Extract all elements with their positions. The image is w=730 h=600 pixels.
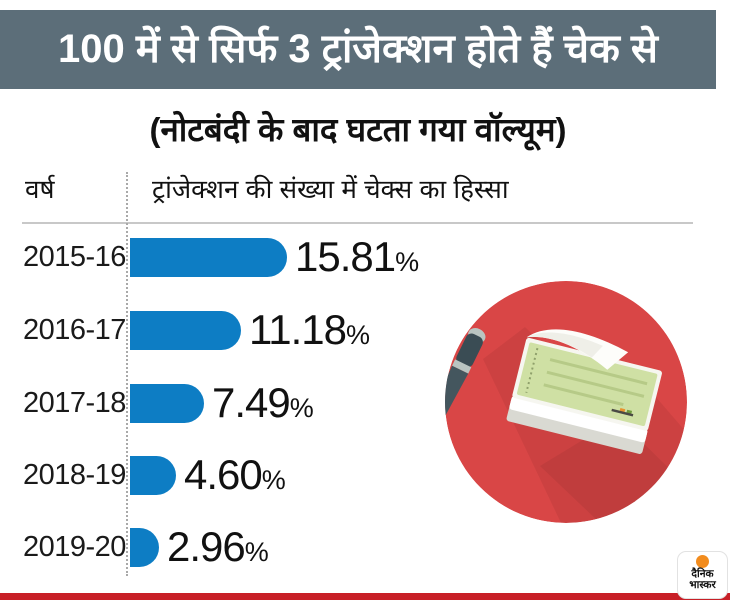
value-label: 2.96% xyxy=(167,523,269,570)
year-label: 2019-20 xyxy=(23,530,126,563)
value-label: 4.60% xyxy=(184,451,286,498)
page-title: 100 में से सिर्फ 3 ट्रांजेक्शन होते हैं … xyxy=(58,27,658,71)
header-banner: 100 में से सिर्फ 3 ट्रांजेक्शन होते हैं … xyxy=(0,10,716,89)
fountain-pen-icon xyxy=(445,328,486,424)
cheque-book-icon xyxy=(506,329,662,454)
chart-row: 2016-17 11.18% xyxy=(0,306,370,353)
bar-2016-17 xyxy=(130,310,241,350)
year-label: 2016-17 xyxy=(23,313,126,346)
year-column-header: वर्ष xyxy=(25,174,55,204)
axis-dotted-line xyxy=(126,172,128,576)
year-label: 2017-18 xyxy=(23,386,126,419)
value-label: 11.18% xyxy=(249,306,371,353)
chart-row: 2018-19 4.60% xyxy=(0,451,286,498)
year-label: 2018-19 xyxy=(23,458,126,491)
dainik-bhaskar-logo: दैनिक भास्कर xyxy=(677,551,728,599)
logo-text-line2: भास्कर xyxy=(689,579,716,591)
year-label: 2015-16 xyxy=(23,240,126,273)
sun-icon xyxy=(696,555,709,568)
bottom-accent-line xyxy=(0,593,730,600)
chart-row: 2017-18 7.49% xyxy=(0,379,314,426)
chart-row: 2015-16 15.81% xyxy=(0,233,419,280)
logo-text-line1: दैनिक xyxy=(691,568,714,580)
value-label: 7.49% xyxy=(212,379,314,426)
chart-row: 2019-20 2.96% xyxy=(0,523,269,570)
value-label: 15.81% xyxy=(295,233,420,280)
chart-subtitle: (नोटबंदी के बाद घटता गया वॉल्यूम) xyxy=(149,111,567,148)
header-separator-line xyxy=(22,222,693,224)
cheque-pen-illustration xyxy=(445,281,687,523)
bar-2018-19 xyxy=(130,455,176,495)
bar-2017-18 xyxy=(130,383,204,423)
value-column-header: ट्रांजेक्शन की संख्या में चेक्स का हिस्स… xyxy=(152,174,509,204)
bar-2019-20 xyxy=(130,527,159,567)
bar-2015-16 xyxy=(130,237,287,277)
